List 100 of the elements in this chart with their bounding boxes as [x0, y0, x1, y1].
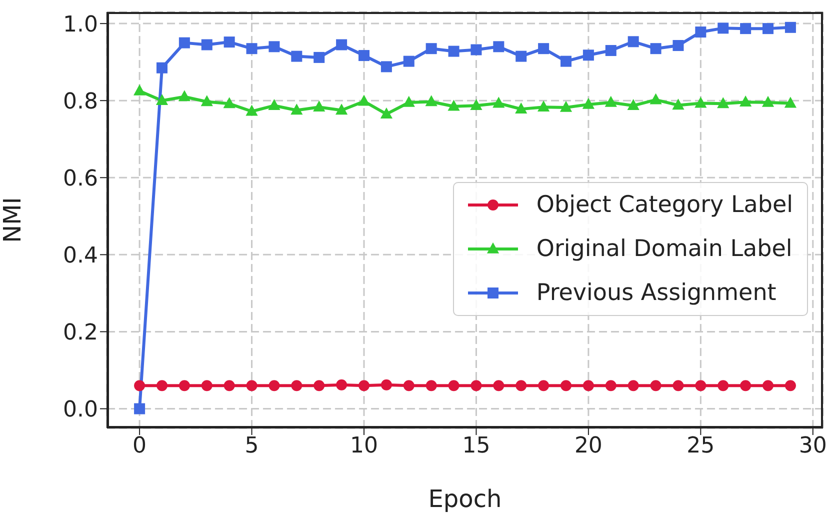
point — [718, 380, 729, 392]
point — [291, 50, 302, 62]
point — [246, 380, 258, 392]
point — [290, 104, 303, 115]
point — [628, 36, 639, 48]
x-tick-label: 0 — [132, 434, 147, 459]
point — [178, 37, 190, 48]
point — [628, 380, 639, 392]
y-tick-label: 0.4 — [63, 243, 98, 268]
x-tick-label: 30 — [798, 434, 827, 459]
point — [358, 50, 370, 62]
point — [560, 56, 572, 67]
point — [672, 380, 684, 392]
x-tick-label: 10 — [350, 434, 378, 459]
point — [650, 380, 662, 392]
point — [672, 40, 684, 52]
point — [224, 380, 235, 392]
point — [718, 22, 729, 34]
point — [448, 100, 460, 111]
point — [538, 43, 550, 54]
x-tick-label: 20 — [574, 434, 602, 459]
point — [268, 99, 280, 110]
point — [784, 96, 797, 108]
point — [605, 380, 616, 392]
point — [784, 22, 796, 33]
legend-label: Object Category Label — [536, 191, 793, 220]
point — [470, 44, 482, 56]
point — [133, 84, 146, 96]
point — [246, 104, 258, 116]
x-tick-label: 5 — [244, 434, 259, 459]
y-tick-label: 1.0 — [63, 12, 98, 38]
point — [380, 379, 392, 390]
point — [582, 380, 594, 392]
point — [268, 380, 280, 392]
point — [426, 380, 437, 392]
point — [246, 43, 258, 54]
point — [425, 95, 438, 106]
point — [470, 380, 482, 392]
point — [291, 380, 302, 392]
point — [740, 380, 752, 392]
y-axis-title: NMI — [0, 197, 27, 243]
y-tick-label: 0.0 — [63, 398, 98, 423]
point — [515, 102, 528, 114]
point — [156, 62, 168, 74]
point — [134, 380, 146, 392]
point — [200, 95, 213, 106]
point — [627, 99, 640, 110]
point — [156, 380, 168, 392]
point — [516, 50, 527, 62]
legend-label: Original Domain Label — [536, 235, 792, 264]
point — [582, 50, 594, 61]
point — [582, 98, 594, 109]
point — [178, 90, 190, 102]
point — [313, 100, 326, 112]
y-tick-label: 0.8 — [63, 89, 98, 114]
point — [426, 43, 437, 54]
point — [492, 96, 505, 108]
point — [516, 380, 527, 392]
point — [380, 61, 392, 72]
point — [538, 380, 550, 392]
point — [358, 380, 370, 392]
point — [784, 380, 796, 392]
point — [336, 379, 348, 390]
point — [762, 96, 774, 107]
point — [380, 107, 392, 118]
point — [336, 39, 348, 50]
x-tick-label: 15 — [462, 434, 490, 459]
point — [650, 93, 662, 104]
point — [694, 96, 707, 108]
point — [762, 380, 774, 392]
point — [403, 380, 414, 392]
point — [672, 98, 684, 110]
point — [762, 23, 774, 34]
point — [604, 96, 617, 107]
x-tick-label: 25 — [686, 434, 715, 459]
point — [448, 46, 460, 57]
point — [268, 41, 280, 52]
point — [560, 380, 572, 392]
y-tick-label: 0.6 — [63, 166, 98, 192]
point — [717, 97, 730, 108]
legend-label: Previous Assignment — [536, 279, 776, 308]
point — [201, 380, 212, 392]
point — [314, 380, 325, 392]
point — [560, 100, 572, 112]
point — [336, 104, 348, 115]
point — [201, 39, 212, 50]
point — [470, 99, 482, 110]
point — [156, 94, 168, 105]
point — [695, 380, 706, 392]
point — [358, 94, 370, 106]
point — [493, 41, 504, 52]
point — [605, 45, 616, 56]
point — [538, 100, 550, 112]
point — [224, 36, 235, 48]
point — [223, 97, 236, 108]
point — [493, 380, 504, 392]
point — [178, 380, 190, 392]
point — [134, 403, 146, 414]
x-axis-title: Epoch — [428, 485, 502, 513]
point — [650, 43, 662, 54]
